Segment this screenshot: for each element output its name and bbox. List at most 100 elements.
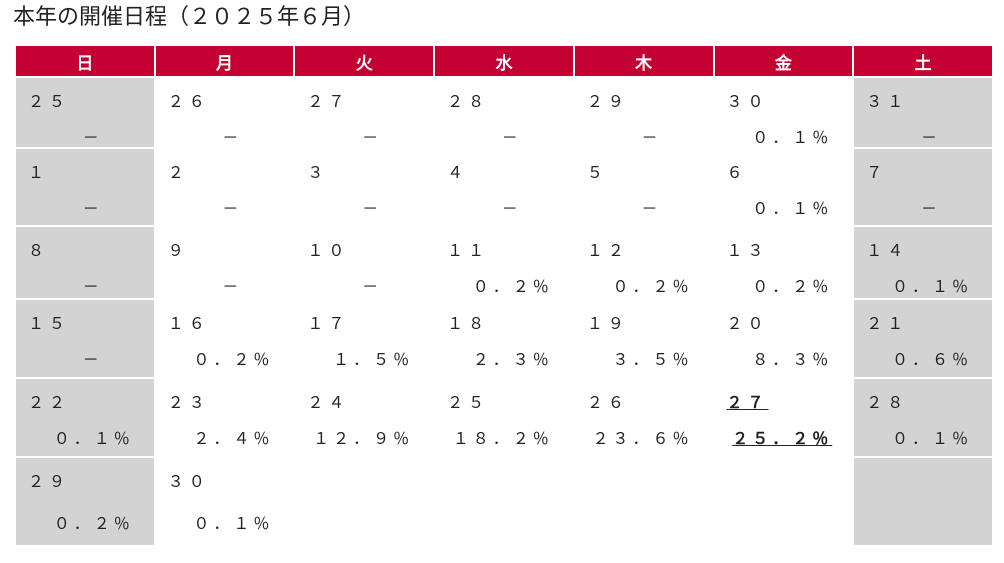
day-value: １２．９％ bbox=[313, 429, 414, 448]
day-number: １３ bbox=[726, 241, 769, 260]
calendar-day-cell: ２８ ０．１％ bbox=[854, 379, 992, 456]
day-number: １９ bbox=[586, 314, 629, 333]
day-value: ０．２％ bbox=[472, 277, 553, 296]
day-value: － bbox=[222, 128, 239, 147]
calendar-day-cell: ２５ １８．２％ bbox=[435, 379, 573, 456]
weekday-header-mon: 月 bbox=[155, 46, 294, 76]
weekday-header-fri: 金 bbox=[714, 46, 853, 76]
day-value: ０．２％ bbox=[193, 350, 274, 369]
day-number: １ bbox=[28, 163, 50, 182]
day-value: ０．１％ bbox=[891, 429, 972, 448]
calendar-day-cell: ２５ － bbox=[16, 78, 154, 147]
weekday-header-row: 日 月 火 水 木 金 土 bbox=[16, 46, 992, 76]
calendar-day-cell: ９ － bbox=[155, 227, 294, 298]
calendar-day-cell-highlighted: ２７ ２５．２％ bbox=[714, 379, 853, 456]
day-value: － bbox=[362, 277, 379, 296]
calendar-day-cell: ６ ０．１％ bbox=[714, 149, 853, 225]
day-number: １２ bbox=[586, 241, 629, 260]
day-value: － bbox=[82, 128, 99, 147]
day-value: － bbox=[362, 199, 379, 218]
day-value: ０．６％ bbox=[891, 350, 972, 369]
day-value: － bbox=[82, 350, 99, 369]
day-value: － bbox=[501, 128, 518, 147]
day-number: ２９ bbox=[28, 472, 71, 491]
calendar-week-row: ２９ ０．２％ ３０ ０．１％ bbox=[16, 458, 992, 545]
calendar-day-cell: １８ ２．３％ bbox=[435, 300, 573, 377]
day-number: ２６ bbox=[586, 393, 629, 412]
day-number: ３１ bbox=[866, 92, 909, 111]
day-number: １０ bbox=[307, 241, 350, 260]
day-number: ２８ bbox=[866, 393, 909, 412]
day-number: ２１ bbox=[866, 314, 909, 333]
day-value: ３．５％ bbox=[612, 350, 693, 369]
day-number: ７ bbox=[866, 163, 888, 182]
calendar-day-cell: ２０ ８．３％ bbox=[714, 300, 853, 377]
day-value: － bbox=[501, 199, 518, 218]
day-number: １７ bbox=[307, 314, 350, 333]
day-number: ２６ bbox=[167, 92, 210, 111]
day-value: ０．１％ bbox=[193, 514, 274, 533]
day-value: － bbox=[82, 277, 99, 296]
calendar-day-cell: ２６ － bbox=[155, 78, 294, 147]
calendar-day-cell: ２７ － bbox=[295, 78, 434, 147]
day-value: ０．１％ bbox=[53, 429, 134, 448]
calendar-day-cell: １９ ３．５％ bbox=[574, 300, 713, 377]
page-title: 本年の開催日程（２０２５年６月） bbox=[13, 5, 366, 30]
calendar-day-cell-empty bbox=[854, 458, 992, 545]
calendar-day-cell: １ － bbox=[16, 149, 154, 225]
day-value: ０．２％ bbox=[53, 514, 134, 533]
day-number: ２ bbox=[167, 163, 189, 182]
day-number: ４ bbox=[447, 163, 469, 182]
day-number: ８ bbox=[28, 241, 50, 260]
calendar-day-cell: ２８ － bbox=[435, 78, 573, 147]
day-number: ６ bbox=[726, 163, 748, 182]
day-value: ０．２％ bbox=[612, 277, 693, 296]
calendar-day-cell: １２ ０．２％ bbox=[574, 227, 713, 298]
day-value: － bbox=[920, 199, 937, 218]
calendar-day-cell: １７ １．５％ bbox=[295, 300, 434, 377]
day-number: ２７ bbox=[307, 92, 350, 111]
calendar-day-cell: ２４ １２．９％ bbox=[295, 379, 434, 456]
calendar-day-cell: ３０ ０．１％ bbox=[714, 78, 853, 147]
calendar-day-cell-empty bbox=[295, 458, 434, 545]
calendar-week-row: ２５ － ２６ － ２７ － ２８ － ２９ － ３０ ０．１％ bbox=[16, 78, 992, 147]
day-value: － bbox=[222, 199, 239, 218]
day-value: １．５％ bbox=[333, 350, 414, 369]
calendar-day-cell: ２９ ０．２％ bbox=[16, 458, 154, 545]
calendar-day-cell: １３ ０．２％ bbox=[714, 227, 853, 298]
calendar-day-cell: １０ － bbox=[295, 227, 434, 298]
day-value: － bbox=[641, 199, 658, 218]
day-value: － bbox=[362, 128, 379, 147]
calendar-day-cell: ２２ ０．１％ bbox=[16, 379, 154, 456]
day-number: １６ bbox=[167, 314, 210, 333]
day-number: ３０ bbox=[167, 472, 210, 491]
calendar-day-cell: ５ － bbox=[574, 149, 713, 225]
day-value: ２．３％ bbox=[472, 350, 553, 369]
calendar-day-cell: ２ － bbox=[155, 149, 294, 225]
calendar-week-row: ２２ ０．１％ ２３ ２．４％ ２４ １２．９％ ２５ １８．２％ ２６ ２３．… bbox=[16, 379, 992, 456]
calendar-day-cell: ２１ ０．６％ bbox=[854, 300, 992, 377]
day-value: － bbox=[641, 128, 658, 147]
calendar-day-cell: １４ ０．１％ bbox=[854, 227, 992, 298]
calendar-day-cell: １６ ０．２％ bbox=[155, 300, 294, 377]
day-value: － bbox=[222, 277, 239, 296]
calendar-day-cell-empty bbox=[574, 458, 713, 545]
day-value: ２．４％ bbox=[193, 429, 274, 448]
day-value: ８．３％ bbox=[752, 350, 833, 369]
calendar-day-cell: ２３ ２．４％ bbox=[155, 379, 294, 456]
day-number: ２８ bbox=[447, 92, 490, 111]
day-number: ２０ bbox=[726, 314, 769, 333]
day-number: １８ bbox=[447, 314, 490, 333]
day-value: ０．１％ bbox=[752, 128, 833, 147]
day-value: ０．１％ bbox=[752, 199, 833, 218]
day-number: １５ bbox=[28, 314, 71, 333]
day-number: ９ bbox=[167, 241, 189, 260]
weekday-header-sun: 日 bbox=[16, 46, 154, 76]
day-value: ２３．６％ bbox=[592, 429, 693, 448]
calendar-day-cell-empty bbox=[435, 458, 573, 545]
day-number: ２３ bbox=[167, 393, 210, 412]
day-number: ２９ bbox=[586, 92, 629, 111]
calendar-day-cell: ８ － bbox=[16, 227, 154, 298]
calendar-week-row: ８ － ９ － １０ － １１ ０．２％ １２ ０．２％ １３ ０．２％ bbox=[16, 227, 992, 298]
weekday-header-sat: 土 bbox=[854, 46, 992, 76]
